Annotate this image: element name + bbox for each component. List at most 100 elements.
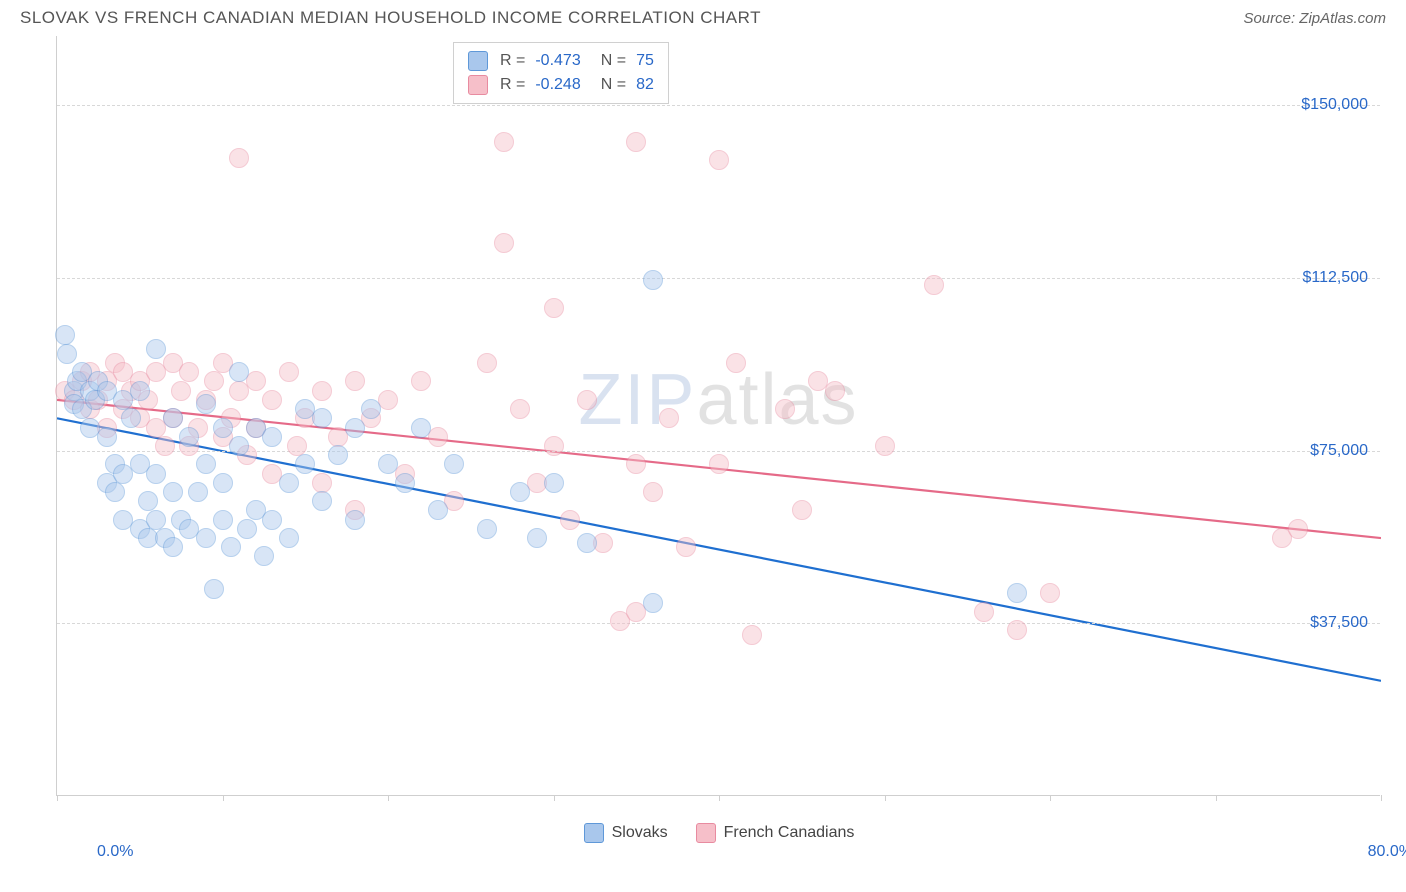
data-point xyxy=(196,454,216,474)
data-point xyxy=(676,537,696,557)
data-point xyxy=(262,390,282,410)
data-point xyxy=(510,399,530,419)
data-point xyxy=(163,537,183,557)
x-tick xyxy=(885,795,886,801)
gridline xyxy=(57,623,1380,624)
data-point xyxy=(179,427,199,447)
data-point xyxy=(477,519,497,539)
data-point xyxy=(643,270,663,290)
data-point xyxy=(287,436,307,456)
data-point xyxy=(130,381,150,401)
data-point xyxy=(659,408,679,428)
chart-title: SLOVAK VS FRENCH CANADIAN MEDIAN HOUSEHO… xyxy=(20,8,761,28)
data-point xyxy=(775,399,795,419)
data-point xyxy=(237,519,257,539)
data-point xyxy=(1007,583,1027,603)
data-point xyxy=(1288,519,1308,539)
data-point xyxy=(626,132,646,152)
x-axis-max: 80.0% xyxy=(1368,843,1406,861)
data-point xyxy=(213,418,233,438)
data-point xyxy=(709,150,729,170)
data-point xyxy=(974,602,994,622)
y-tick-label: $75,000 xyxy=(1310,442,1368,460)
x-tick xyxy=(388,795,389,801)
series-legend: Slovaks French Canadians xyxy=(57,823,1381,843)
data-point xyxy=(163,408,183,428)
data-point xyxy=(544,473,564,493)
data-point xyxy=(196,394,216,414)
data-point xyxy=(792,500,812,520)
data-point xyxy=(626,454,646,474)
data-point xyxy=(146,510,166,530)
data-point xyxy=(229,362,249,382)
data-point xyxy=(262,427,282,447)
data-point xyxy=(155,436,175,456)
data-point xyxy=(312,408,332,428)
data-point xyxy=(312,473,332,493)
data-point xyxy=(875,436,895,456)
data-point xyxy=(262,510,282,530)
data-point xyxy=(345,371,365,391)
data-point xyxy=(221,537,241,557)
data-point xyxy=(1040,583,1060,603)
legend-swatch xyxy=(696,823,716,843)
legend-item: Slovaks xyxy=(584,823,668,843)
data-point xyxy=(643,593,663,613)
data-point xyxy=(279,528,299,548)
legend-label: Slovaks xyxy=(612,824,668,842)
data-point xyxy=(229,148,249,168)
data-point xyxy=(57,344,77,364)
data-point xyxy=(204,579,224,599)
data-point xyxy=(97,427,117,447)
data-point xyxy=(121,408,141,428)
data-point xyxy=(411,371,431,391)
data-point xyxy=(477,353,497,373)
data-point xyxy=(105,482,125,502)
data-point xyxy=(378,454,398,474)
data-point xyxy=(213,510,233,530)
data-point xyxy=(328,445,348,465)
data-point xyxy=(742,625,762,645)
data-point xyxy=(527,528,547,548)
data-point xyxy=(726,353,746,373)
data-point xyxy=(411,418,431,438)
data-point xyxy=(510,482,530,502)
x-tick xyxy=(223,795,224,801)
data-point xyxy=(55,325,75,345)
data-point xyxy=(924,275,944,295)
data-point xyxy=(138,491,158,511)
data-point xyxy=(312,381,332,401)
x-tick xyxy=(719,795,720,801)
x-tick xyxy=(1381,795,1382,801)
data-point xyxy=(709,454,729,474)
data-point xyxy=(1007,620,1027,640)
data-point xyxy=(196,528,216,548)
data-point xyxy=(345,510,365,530)
data-point xyxy=(279,362,299,382)
data-point xyxy=(279,473,299,493)
y-tick-label: $37,500 xyxy=(1310,614,1368,632)
data-point xyxy=(146,339,166,359)
x-tick xyxy=(57,795,58,801)
y-tick-label: $112,500 xyxy=(1302,269,1368,287)
data-point xyxy=(577,533,597,553)
data-point xyxy=(643,482,663,502)
data-point xyxy=(395,473,415,493)
chart-header: SLOVAK VS FRENCH CANADIAN MEDIAN HOUSEHO… xyxy=(0,0,1406,32)
data-point xyxy=(825,381,845,401)
x-axis-min: 0.0% xyxy=(97,843,133,861)
data-point xyxy=(544,436,564,456)
data-point xyxy=(171,381,191,401)
x-tick xyxy=(1216,795,1217,801)
y-tick-label: $150,000 xyxy=(1301,96,1368,114)
legend-item: French Canadians xyxy=(696,823,855,843)
data-point xyxy=(494,233,514,253)
legend-label: French Canadians xyxy=(724,824,855,842)
data-point xyxy=(146,464,166,484)
gridline xyxy=(57,105,1380,106)
data-point xyxy=(544,298,564,318)
plot-region: ZIPatlas R = -0.473N = 75R = -0.248N = 8… xyxy=(56,36,1380,796)
data-point xyxy=(188,482,208,502)
data-point xyxy=(163,482,183,502)
data-point xyxy=(312,491,332,511)
